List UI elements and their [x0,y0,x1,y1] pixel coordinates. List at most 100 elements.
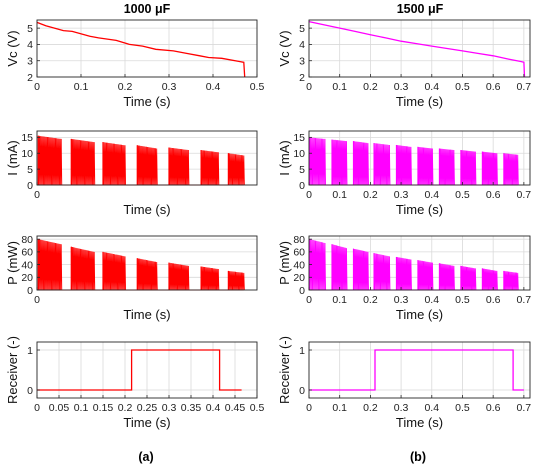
y-axis-label: P (mW) [277,241,292,285]
pulse-burst-trace [37,239,63,291]
x-tick-label: 0.6 [486,189,501,201]
series-line [36,21,246,78]
pulse-burst [70,138,96,186]
series-line [309,349,524,391]
x-tick-label: 0.5 [250,402,265,414]
y-tick-label: 0 [299,385,305,397]
x-tick-label: 0 [306,81,312,93]
pulse-burst [168,147,190,186]
panel-a-caption: (a) [138,450,153,464]
y-axis-label: Vc (V) [277,30,292,66]
column-a-title: 1000 μF [124,2,171,16]
pulse-burst-trace [136,258,158,291]
x-tick-label: 0.6 [486,81,501,93]
x-tick-label: 0.4 [424,189,439,201]
vc-plot-1500uf: 0 0.1 0.2 0.3 0.4 0.5 0.6 0.7 2 3 4 5 Time (s) Vc (V) [277,19,532,109]
x-axis-label: Time (s) [123,94,170,109]
y-tick-label: 0 [27,285,33,297]
x-tick-label: 0.7 [517,402,532,414]
x-tick-label: 0.3 [394,189,409,201]
x-tick-label: 0.35 [181,402,202,414]
x-tick-label: 0.6 [486,402,501,414]
x-tick-label: 0.25 [137,402,158,414]
x-tick-label: 0.5 [455,402,470,414]
pulse-burst [37,239,63,291]
pulse-burst [136,258,158,291]
y-tick-label: 80 [21,234,33,246]
x-tick-label: 0.6 [486,294,501,306]
y-tick-label: 5 [299,164,305,176]
pulse-burst-trace [168,147,190,186]
y-tick-label: 40 [293,259,305,271]
x-tick-label: 0.4 [424,402,439,414]
x-tick-label: 0.1 [332,294,347,306]
x-tick-label: 0.3 [394,81,409,93]
y-tick-label: 15 [21,132,33,144]
x-tick-label: 0 [34,81,40,93]
y-tick-label: 0 [27,180,33,192]
pulse-burst [503,153,519,186]
x-tick-label: 0.2 [363,81,378,93]
y-tick-label: 0 [299,180,305,192]
y-axis-label: I (mA) [5,140,20,175]
x-tick-label: 0.3 [394,294,409,306]
y-tick-label: 15 [293,132,305,144]
y-tick-label: 10 [293,148,305,160]
x-tick-label: 0 [306,294,312,306]
x-tick-label: 0.05 [49,402,70,414]
x-tick-label: 0.7 [517,294,532,306]
x-tick-label: 0.5 [250,81,265,93]
y-tick-label: 3 [299,56,305,68]
current-plot-1000uf: 00 5 10 15 Time (s) I (mA) [5,130,258,217]
x-tick-label: 0.15 [93,402,114,414]
x-tick-label: 0.2 [118,402,133,414]
x-axis-label: Time (s) [396,94,443,109]
x-axis-label: Time (s) [123,415,170,430]
y-tick-label: 20 [293,272,305,284]
x-tick-label: 0.3 [394,402,409,414]
x-axis-label: Time (s) [396,307,443,322]
y-axis-label: I (mA) [277,140,292,175]
pulse-burst-trace [503,270,519,291]
pulse-burst-trace [200,150,220,186]
y-tick-label: 80 [293,234,305,246]
x-tick-label: 0.1 [74,402,89,414]
x-tick-label: 0.1 [332,189,347,201]
x-tick-label: 0.45 [225,402,246,414]
axes-frame [308,19,531,78]
x-axis-label: Time (s) [396,415,443,430]
x-tick-label: 0.4 [424,81,439,93]
y-axis-label: Receiver (-) [5,336,20,404]
y-tick-label: 2 [299,72,305,84]
x-tick-label: 0.5 [455,81,470,93]
pulse-burst-trace [136,145,158,186]
y-tick-label: 1 [27,345,33,357]
x-tick-label: 0.5 [455,294,470,306]
x-tick-label: 0.4 [424,294,439,306]
x-tick-label: 0 [306,189,312,201]
axes-frame [36,19,258,78]
y-tick-label: 10 [21,148,33,160]
x-tick-label: 0.7 [517,189,532,201]
x-tick-label: 0.4 [206,81,221,93]
column-b-title: 1500 μF [397,2,444,16]
plot-area [37,20,257,77]
y-tick-label: 5 [27,164,33,176]
y-tick-label: 60 [21,247,33,259]
y-tick-label: 20 [21,272,33,284]
series-line [308,20,526,78]
axes-frame [308,235,531,291]
pulse-burst [37,135,63,186]
x-axis-label: Time (s) [396,202,443,217]
x-tick-label: 0 [34,402,40,414]
y-tick-label: 3 [27,56,33,68]
x-tick-label: 0.7 [517,81,532,93]
panel-b-caption: (b) [410,450,426,464]
x-tick-label: 0.1 [332,81,347,93]
pulse-burst [503,270,519,291]
pulse-burst-trace [70,246,96,291]
y-tick-label: 5 [27,23,33,35]
y-tick-label: 4 [299,39,305,51]
